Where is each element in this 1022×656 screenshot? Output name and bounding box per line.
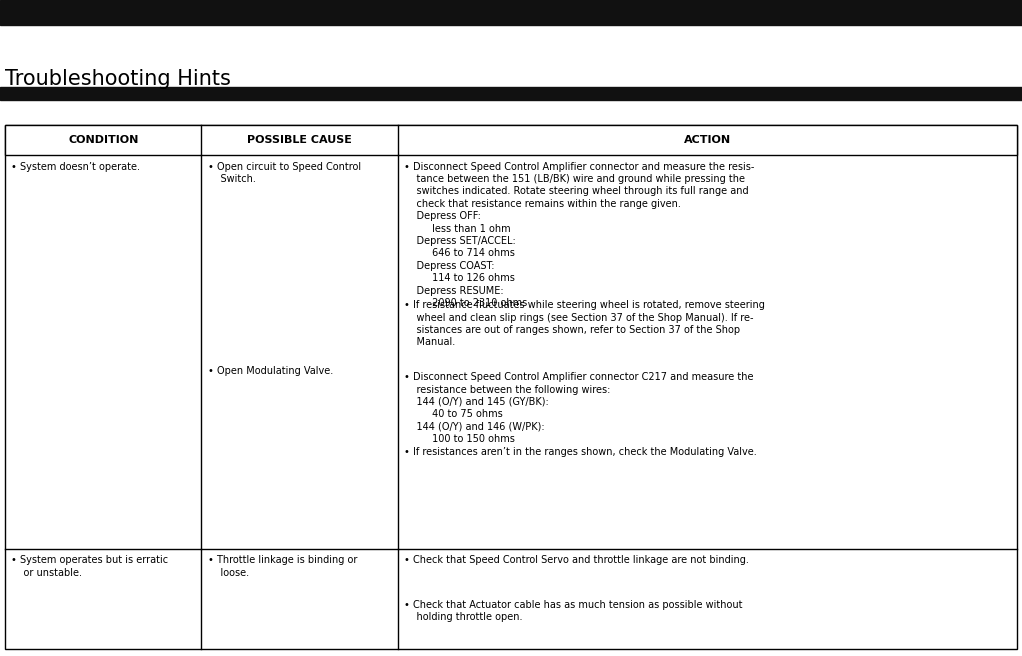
Text: • Disconnect Speed Control Amplifier connector and measure the resis-
    tance : • Disconnect Speed Control Amplifier con… bbox=[404, 161, 754, 308]
Bar bbox=[0, 87, 1022, 100]
Text: • Throttle linkage is binding or
    loose.: • Throttle linkage is binding or loose. bbox=[207, 555, 357, 577]
Text: • Open circuit to Speed Control
    Switch.: • Open circuit to Speed Control Switch. bbox=[207, 161, 361, 184]
Text: Troubleshooting Hints: Troubleshooting Hints bbox=[5, 69, 231, 89]
Text: • Check that Actuator cable has as much tension as possible without
    holding : • Check that Actuator cable has as much … bbox=[404, 600, 742, 622]
Text: POSSIBLE CAUSE: POSSIBLE CAUSE bbox=[247, 135, 352, 145]
Text: • Open Modulating Valve.: • Open Modulating Valve. bbox=[207, 365, 333, 376]
Text: • Check that Speed Control Servo and throttle linkage are not binding.: • Check that Speed Control Servo and thr… bbox=[404, 555, 749, 565]
Text: CONDITION: CONDITION bbox=[68, 135, 138, 145]
Bar bbox=[0, 0, 1022, 25]
Text: • System operates but is erratic
    or unstable.: • System operates but is erratic or unst… bbox=[11, 555, 169, 577]
Text: • If resistance fluctuates while steering wheel is rotated, remove steering
    : • If resistance fluctuates while steerin… bbox=[404, 300, 764, 348]
Text: • If resistances aren’t in the ranges shown, check the Modulating Valve.: • If resistances aren’t in the ranges sh… bbox=[404, 447, 756, 457]
Bar bbox=[5, 125, 1017, 649]
Text: ACTION: ACTION bbox=[684, 135, 731, 145]
Bar bbox=[5, 125, 1017, 155]
Text: • System doesn’t operate.: • System doesn’t operate. bbox=[11, 161, 140, 172]
Text: • Disconnect Speed Control Amplifier connector C217 and measure the
    resistan: • Disconnect Speed Control Amplifier con… bbox=[404, 372, 753, 444]
